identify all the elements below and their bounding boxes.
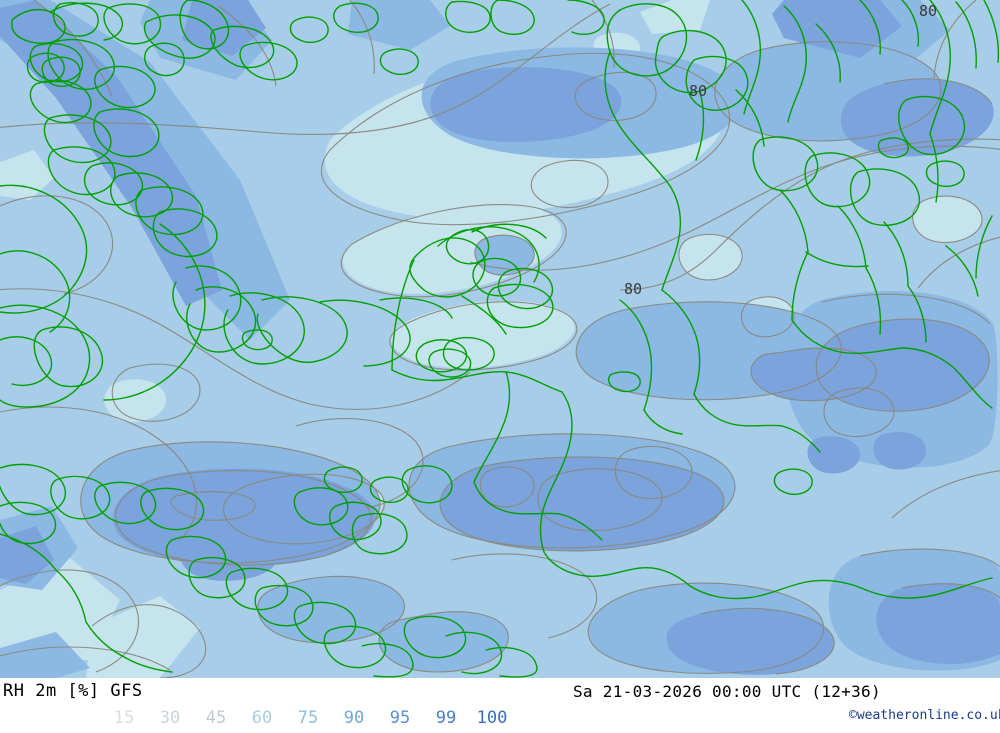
color-scale-legend: 15 30 45 60 75 90 95 99 100 <box>101 708 515 728</box>
legend-tick-45: 45 <box>205 708 227 728</box>
weather-map-canvas[interactable]: 80 80 80 <box>0 0 1000 678</box>
legend-tick-99: 99 <box>435 708 457 728</box>
coastlines-and-borders <box>0 0 1000 678</box>
legend-tick-95: 95 <box>389 708 411 728</box>
page-title: RH 2m [%] GFS <box>3 681 143 701</box>
legend-tick-90: 90 <box>343 708 365 728</box>
forecast-timestamp: Sa 21-03-2026 00:00 UTC (12+36) <box>573 682 881 701</box>
legend-tick-15: 15 <box>113 708 135 728</box>
contour-label-80-denmark: 80 <box>689 82 708 100</box>
legend-tick-100: 100 <box>476 708 508 728</box>
copyright-notice: ©weatheronline.co.uk <box>849 708 1000 723</box>
contour-label-80-central: 80 <box>624 280 643 298</box>
map-footer: RH 2m [%] GFS Sa 21-03-2026 00:00 UTC (1… <box>0 678 1000 733</box>
legend-tick-75: 75 <box>297 708 319 728</box>
map-svg <box>0 0 1000 678</box>
contour-label-80-topright: 80 <box>919 2 938 20</box>
legend-tick-30: 30 <box>159 708 181 728</box>
legend-tick-60: 60 <box>251 708 273 728</box>
